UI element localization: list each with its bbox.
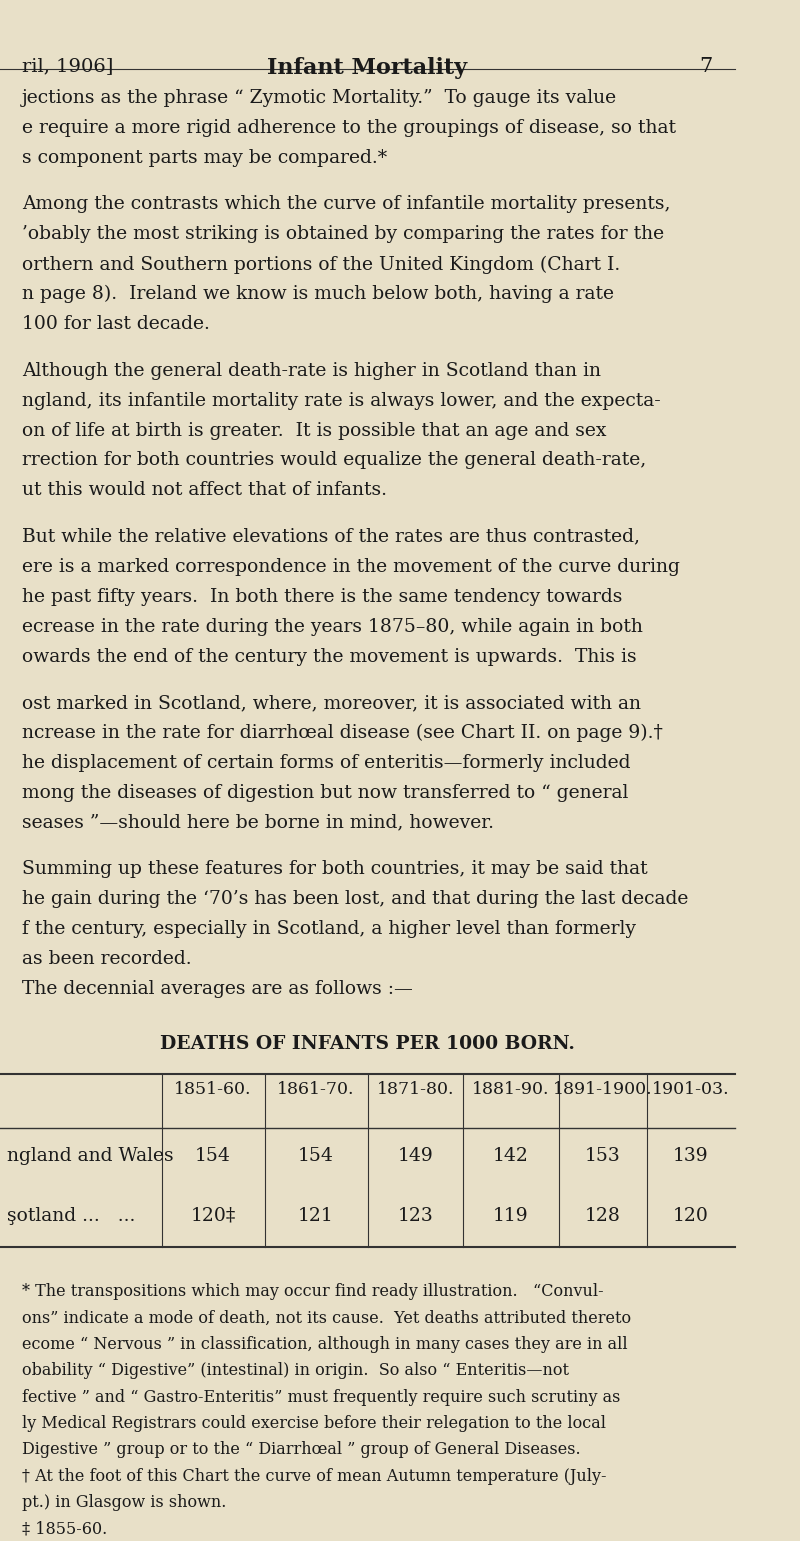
Text: 1851-60.: 1851-60.	[174, 1082, 252, 1099]
Text: ly Medical Registrars could exercise before their relegation to the local: ly Medical Registrars could exercise bef…	[22, 1415, 606, 1432]
Text: şotland ...   ...: şotland ... ...	[7, 1207, 136, 1225]
Text: he gain during the ‘70’s has been lost, and that during the last decade: he gain during the ‘70’s has been lost, …	[22, 891, 689, 908]
Text: as been recorded.: as been recorded.	[22, 951, 192, 968]
Text: 139: 139	[673, 1147, 709, 1165]
Text: Digestive ” group or to the “ Diarrhœal ” group of General Diseases.: Digestive ” group or to the “ Diarrhœal …	[22, 1441, 581, 1458]
Text: 1901-03.: 1901-03.	[652, 1082, 730, 1099]
Text: owards the end of the century the movement is upwards.  This is: owards the end of the century the moveme…	[22, 647, 637, 666]
Text: pt.) in Glasgow is shown.: pt.) in Glasgow is shown.	[22, 1495, 226, 1512]
Text: 119: 119	[493, 1207, 529, 1225]
Text: n page 8).  Ireland we know is much below both, having a rate: n page 8). Ireland we know is much below…	[22, 285, 614, 304]
Text: obability “ Digestive” (intestinal) in origin.  So also “ Enteritis—not: obability “ Digestive” (intestinal) in o…	[22, 1362, 569, 1379]
Text: jections as the phrase “ Zymotic Mortality.”  To gauge its value: jections as the phrase “ Zymotic Mortali…	[22, 89, 617, 106]
Text: 7: 7	[700, 57, 713, 76]
Text: 142: 142	[493, 1147, 529, 1165]
Text: seases ”—should here be borne in mind, however.: seases ”—should here be borne in mind, h…	[22, 814, 494, 832]
Text: Summing up these features for both countries, it may be said that: Summing up these features for both count…	[22, 860, 648, 878]
Text: he past fifty years.  In both there is the same tendency towards: he past fifty years. In both there is th…	[22, 587, 622, 606]
Text: ecrease in the rate during the years 1875–80, while again in both: ecrease in the rate during the years 187…	[22, 618, 643, 636]
Text: ‡ 1855-60.: ‡ 1855-60.	[22, 1521, 107, 1538]
Text: ncrease in the rate for diarrhœal disease (see Chart II. on page 9).†: ncrease in the rate for diarrhœal diseas…	[22, 724, 663, 743]
Text: ril, 1906]: ril, 1906]	[22, 57, 114, 76]
Text: 128: 128	[585, 1207, 621, 1225]
Text: But while the relative elevations of the rates are thus contrasted,: But while the relative elevations of the…	[22, 529, 640, 546]
Text: 153: 153	[585, 1147, 621, 1165]
Text: 1871-80.: 1871-80.	[377, 1082, 454, 1099]
Text: ere is a marked correspondence in the movement of the curve during: ere is a marked correspondence in the mo…	[22, 558, 680, 576]
Text: Infant Mortality: Infant Mortality	[267, 57, 467, 79]
Text: orthern and Southern portions of the United Kingdom (Chart I.: orthern and Southern portions of the Uni…	[22, 256, 620, 274]
Text: 120: 120	[673, 1207, 709, 1225]
Text: fective ” and “ Gastro-Enteritis” must frequently require such scrutiny as: fective ” and “ Gastro-Enteritis” must f…	[22, 1388, 621, 1405]
Text: ngland, its infantile mortality rate is always lower, and the expecta-: ngland, its infantile mortality rate is …	[22, 391, 661, 410]
Text: 1891-1900.: 1891-1900.	[553, 1082, 653, 1099]
Text: 149: 149	[398, 1147, 433, 1165]
Text: 120‡: 120‡	[190, 1207, 236, 1225]
Text: 154: 154	[195, 1147, 231, 1165]
Text: Among the contrasts which the curve of infantile mortality presents,: Among the contrasts which the curve of i…	[22, 196, 670, 213]
Text: * The transpositions which may occur find ready illustration.   “Convul-: * The transpositions which may occur fin…	[22, 1284, 604, 1301]
Text: 1881-90.: 1881-90.	[472, 1082, 550, 1099]
Text: ngland and Wales: ngland and Wales	[7, 1147, 174, 1165]
Text: 154: 154	[298, 1147, 334, 1165]
Text: † At the foot of this Chart the curve of mean Autumn temperature (July-: † At the foot of this Chart the curve of…	[22, 1467, 606, 1486]
Text: 100 for last decade.: 100 for last decade.	[22, 316, 210, 333]
Text: ons” indicate a mode of death, not its cause.  Yet deaths attributed thereto: ons” indicate a mode of death, not its c…	[22, 1310, 631, 1327]
Text: 123: 123	[398, 1207, 433, 1225]
Text: The decennial averages are as follows :—: The decennial averages are as follows :—	[22, 980, 413, 999]
Text: ut this would not affect that of infants.: ut this would not affect that of infants…	[22, 481, 387, 499]
Text: 1861-70.: 1861-70.	[278, 1082, 355, 1099]
Text: f the century, especially in Scotland, a higher level than formerly: f the century, especially in Scotland, a…	[22, 920, 636, 938]
Text: e require a more rigid adherence to the groupings of disease, so that: e require a more rigid adherence to the …	[22, 119, 676, 137]
Text: rrection for both countries would equalize the general death-rate,: rrection for both countries would equali…	[22, 452, 646, 470]
Text: mong the diseases of digestion but now transferred to “ general: mong the diseases of digestion but now t…	[22, 784, 629, 801]
Text: ecome “ Nervous ” in classification, although in many cases they are in all: ecome “ Nervous ” in classification, alt…	[22, 1336, 628, 1353]
Text: Although the general death-rate is higher in Scotland than in: Although the general death-rate is highe…	[22, 362, 601, 379]
Text: DEATHS OF INFANTS PER 1000 BORN.: DEATHS OF INFANTS PER 1000 BORN.	[160, 1034, 575, 1053]
Text: ’obably the most striking is obtained by comparing the rates for the: ’obably the most striking is obtained by…	[22, 225, 664, 243]
Text: on of life at birth is greater.  It is possible that an age and sex: on of life at birth is greater. It is po…	[22, 422, 606, 439]
Text: ost marked in Scotland, where, moreover, it is associated with an: ost marked in Scotland, where, moreover,…	[22, 693, 641, 712]
Text: he displacement of certain forms of enteritis—formerly included: he displacement of certain forms of ente…	[22, 754, 630, 772]
Text: s component parts may be compared.*: s component parts may be compared.*	[22, 149, 387, 166]
Text: 121: 121	[298, 1207, 334, 1225]
